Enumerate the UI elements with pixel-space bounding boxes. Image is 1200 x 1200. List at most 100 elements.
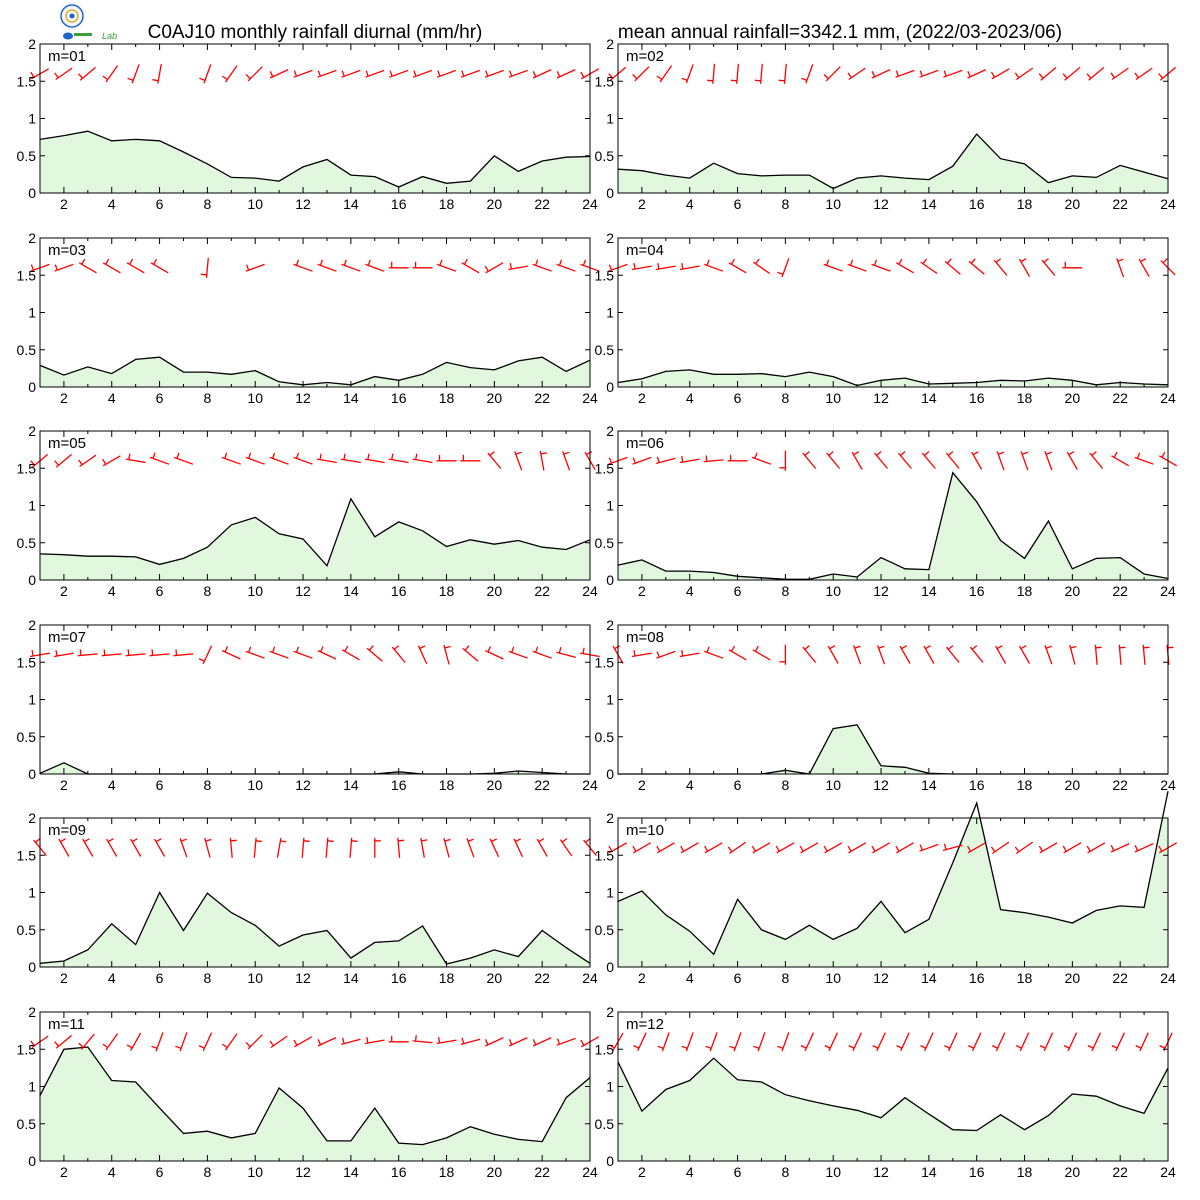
wind-barb — [508, 69, 528, 78]
x-tick-label: 10 — [247, 390, 263, 406]
wind-barb — [77, 649, 98, 657]
wind-barb — [340, 453, 361, 464]
y-tick-label: 2 — [606, 230, 614, 246]
x-tick-label: 20 — [1065, 196, 1081, 212]
wind-barb — [269, 646, 289, 659]
wind-barb — [341, 645, 360, 661]
wind-barb — [78, 258, 97, 274]
wind-barb — [198, 1032, 213, 1052]
x-tick-label: 20 — [487, 390, 503, 406]
wind-barb — [1044, 645, 1053, 665]
wind-barb — [679, 262, 700, 271]
wind-barb — [365, 259, 385, 272]
rainfall-line — [618, 724, 1168, 775]
x-tick-label: 10 — [825, 970, 841, 986]
plot-frame — [617, 624, 1169, 775]
wind-barb — [341, 1037, 361, 1046]
x-tick-label: 20 — [1065, 390, 1081, 406]
x-tick-label: 14 — [343, 970, 359, 986]
panel-label: m=04 — [626, 242, 664, 259]
y-tick-label: 1.5 — [17, 1041, 37, 1057]
wind-barb — [752, 258, 771, 275]
y-tick-label: 2 — [28, 617, 36, 633]
x-tick-label: 24 — [582, 583, 598, 599]
y-tick-label: 0.5 — [595, 922, 615, 938]
wind-barb — [1018, 645, 1031, 664]
wind-barb — [920, 1032, 934, 1052]
x-tick-label: 4 — [108, 390, 116, 406]
wind-barb — [341, 69, 361, 78]
x-tick-label: 2 — [638, 970, 646, 986]
wind-barb — [152, 63, 162, 84]
rainfall-line — [617, 471, 1169, 580]
x-tick-label: 22 — [534, 390, 550, 406]
x-tick-label: 2 — [60, 390, 68, 406]
x-tick-label: 8 — [781, 196, 789, 212]
wind-barb — [412, 1035, 433, 1044]
x-tick-label: 6 — [156, 1164, 164, 1180]
wind-barb — [1135, 1032, 1149, 1052]
x-tick-label: 18 — [1017, 777, 1033, 793]
x-tick-label: 24 — [582, 777, 598, 793]
panel-label: m=12 — [626, 1016, 664, 1033]
x-tick-label: 24 — [582, 1164, 598, 1180]
wind-barb — [412, 261, 433, 269]
x-tick-label: 6 — [156, 196, 164, 212]
wind-barb — [802, 451, 817, 469]
wind-barb — [484, 69, 504, 78]
y-tick-label: 1 — [606, 1079, 614, 1095]
wind-barb — [532, 259, 552, 272]
x-tick-label: 2 — [638, 390, 646, 406]
x-tick-label: 18 — [439, 196, 455, 212]
wind-barb — [325, 837, 334, 858]
x-tick-label: 24 — [1160, 777, 1176, 793]
x-tick-label: 18 — [439, 1164, 455, 1180]
panel-1: 00.511.522 4 6 8 10 12 14 16 18 20 22 24m=01 — [17, 36, 600, 212]
y-tick-label: 2 — [28, 1004, 36, 1020]
wind-barb — [1063, 1032, 1078, 1052]
x-tick-label: 12 — [873, 1164, 889, 1180]
wind-barb — [397, 837, 405, 858]
wind-barb — [1020, 451, 1029, 471]
x-tick-label: 16 — [969, 390, 985, 406]
wind-barb — [293, 452, 313, 465]
x-tick-label: 16 — [391, 777, 407, 793]
wind-barb — [895, 258, 914, 274]
wind-barb — [1062, 66, 1081, 81]
rainfall-area — [618, 472, 1168, 580]
wind-barb — [1066, 451, 1078, 470]
y-tick-label: 1.5 — [595, 1041, 615, 1057]
wind-barb — [412, 69, 433, 78]
x-tick-label: 4 — [108, 196, 116, 212]
wind-barb — [679, 649, 700, 658]
wind-barb — [508, 1037, 528, 1047]
wind-barb — [179, 838, 188, 858]
y-tick-label: 1 — [28, 1079, 36, 1095]
rainfall-line — [617, 791, 1169, 956]
x-tick-label: 8 — [781, 583, 789, 599]
y-tick-label: 0.5 — [17, 729, 37, 745]
wind-barb — [317, 69, 337, 78]
wind-barb — [1086, 66, 1105, 81]
x-tick-label: 16 — [391, 583, 407, 599]
x-tick-label: 4 — [686, 970, 694, 986]
y-tick-label: 2 — [28, 230, 36, 246]
panels: 00.511.522 4 6 8 10 12 14 16 18 20 22 24m=0100.511.… — [17, 36, 1178, 1180]
x-tick-label: 14 — [343, 583, 359, 599]
x-tick-label: 2 — [60, 970, 68, 986]
wind-barb — [968, 258, 985, 275]
wind-barb — [460, 1037, 481, 1046]
wind-barb — [1138, 258, 1150, 277]
x-tick-label: 2 — [60, 1164, 68, 1180]
wind-barb — [1116, 258, 1125, 278]
wind-barb — [78, 454, 97, 468]
y-tick-label: 1 — [606, 692, 614, 708]
panel-label: m=09 — [48, 822, 86, 839]
x-tick-label: 4 — [686, 196, 694, 212]
wind-barb — [556, 1037, 576, 1046]
x-tick-label: 8 — [781, 390, 789, 406]
x-tick-label: 20 — [1065, 777, 1081, 793]
wind-barb — [106, 838, 118, 857]
wind-barb — [130, 838, 142, 857]
wind-barb — [751, 452, 772, 465]
